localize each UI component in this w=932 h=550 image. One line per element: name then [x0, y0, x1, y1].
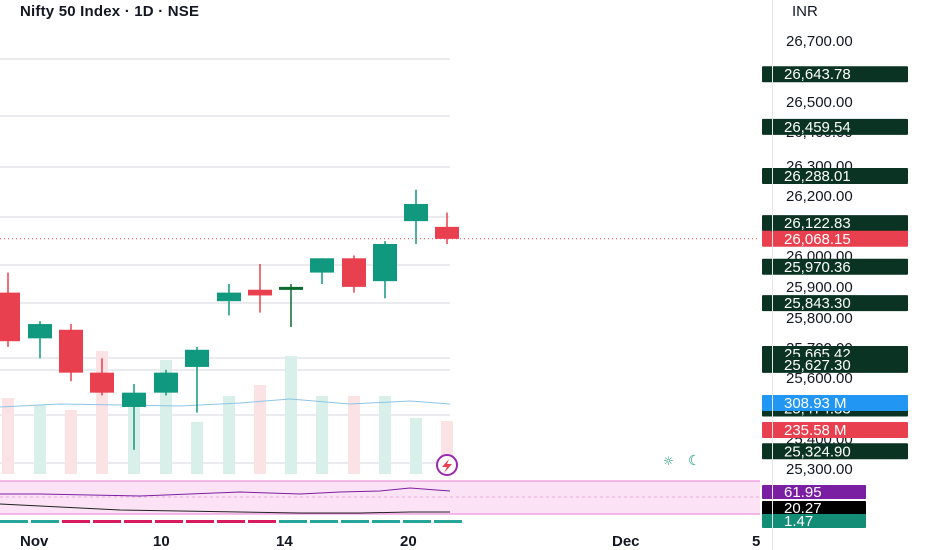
moon-icon: ☾ [688, 453, 701, 469]
candle-body-13 [404, 203, 428, 222]
histogram-bar-12 [372, 520, 400, 523]
x-tick-label: 5 [752, 533, 760, 550]
y-tick-label: 25,600.00 [786, 370, 853, 387]
candle-body-10 [310, 258, 334, 273]
volume-bar-12 [379, 396, 391, 474]
histogram-bar-11 [341, 520, 369, 523]
histogram-bar-9 [279, 520, 307, 523]
indicator-label-bg [762, 485, 866, 499]
price-label: 25,843.30 [784, 295, 851, 312]
y-tick-label: 26,700.00 [786, 33, 853, 50]
signal-line [0, 503, 450, 514]
y-tick-label: 25,900.00 [786, 279, 853, 296]
candle-body-1 [28, 324, 52, 339]
price-label-bg [762, 215, 908, 232]
price-label: 26,643.78 [784, 66, 851, 83]
volume-bar-0 [2, 398, 14, 474]
price-label-bg [762, 66, 908, 83]
price-axis-divider [772, 0, 773, 550]
histogram-bar-8 [248, 520, 276, 523]
candle-body-7 [217, 292, 241, 302]
histogram-bar-6 [186, 520, 214, 523]
candle-body-0 [0, 292, 20, 342]
volume-bar-10 [316, 396, 328, 474]
candle-body-2 [59, 329, 83, 373]
volume-label-bg [762, 422, 908, 438]
candle-body-6 [185, 349, 209, 367]
rsi-line [0, 487, 451, 497]
x-tick-label: 20 [400, 533, 417, 550]
indicator-label-bg [762, 501, 866, 515]
price-label-bg [762, 295, 908, 312]
volume-label-bg [762, 395, 908, 411]
volume-ma-line [0, 398, 451, 408]
price-label-bg [762, 167, 908, 184]
x-tick-label: Nov [20, 533, 49, 550]
histogram-bar-7 [217, 520, 245, 523]
volume-bar-13 [410, 418, 422, 474]
histogram-bar-5 [155, 520, 183, 523]
volume-label: 308.93 M [784, 395, 847, 412]
price-label: 26,122.83 [784, 215, 851, 232]
lightning-bolt-icon [442, 459, 452, 473]
currency-label[interactable]: INR [792, 3, 818, 20]
price-label: 25,324.90 [784, 443, 851, 460]
candle-body-11 [342, 258, 366, 287]
x-tick-label: 14 [276, 533, 293, 550]
y-tick-label: 26,200.00 [786, 188, 853, 205]
volume-bar-1 [34, 405, 46, 474]
histogram-bar-1 [31, 520, 59, 523]
price-label-bg [762, 356, 908, 373]
candle-body-3 [90, 372, 114, 393]
histogram-bar-14 [434, 520, 462, 523]
histogram-bar-0 [0, 520, 28, 523]
volume-label: 235.58 M [784, 422, 847, 439]
y-tick-label: 25,300.00 [786, 461, 853, 478]
histogram-bar-13 [403, 520, 431, 523]
indicator-label-bg [762, 514, 866, 528]
price-label-bg [762, 230, 908, 247]
sun-icon: ☼ [663, 454, 674, 468]
price-label-bg [762, 258, 908, 275]
candle-body-4 [122, 392, 146, 407]
candle-body-8 [248, 289, 272, 296]
y-tick-label: 26,500.00 [786, 94, 853, 111]
histogram-bar-2 [62, 520, 90, 523]
volume-bar-11 [348, 396, 360, 474]
price-label-bg [762, 443, 908, 460]
y-tick-label: 25,800.00 [786, 310, 853, 327]
histogram-bar-4 [124, 520, 152, 523]
x-tick-label: 10 [153, 533, 170, 550]
histogram-bar-3 [93, 520, 121, 523]
price-label: 26,459.54 [784, 119, 851, 136]
volume-bar-9 [285, 356, 297, 474]
indicator-label: 1.47 [784, 513, 813, 530]
volume-bar-8 [254, 385, 266, 474]
volume-bar-6 [191, 422, 203, 474]
candle-body-12 [373, 243, 397, 282]
chart-title: Nifty 50 Index · 1D · NSE [20, 3, 200, 20]
histogram-bar-10 [310, 520, 338, 523]
volume-bar-7 [223, 396, 235, 474]
candle-body-5 [154, 372, 178, 393]
x-tick-label: Dec [612, 533, 640, 550]
indicator-label: 20.27 [784, 500, 822, 517]
price-label-bg [762, 118, 908, 135]
candle-body-9 [279, 286, 303, 290]
volume-bar-2 [65, 410, 77, 474]
price-label: 25,627.30 [784, 357, 851, 374]
price-label: 26,068.15 [784, 231, 851, 248]
candle-body-14 [435, 226, 459, 239]
price-label: 25,970.36 [784, 259, 851, 276]
indicator-label: 61.95 [784, 484, 822, 501]
price-label: 26,288.01 [784, 168, 851, 185]
